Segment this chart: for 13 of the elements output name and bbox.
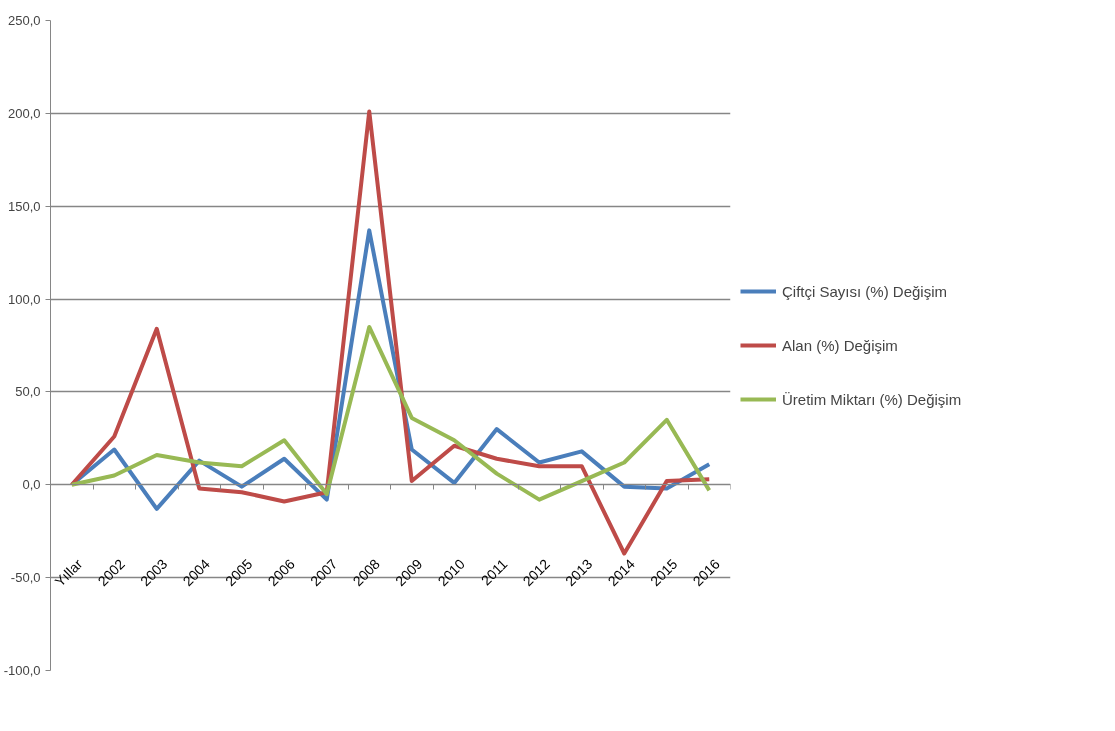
y-tick-label: -50,0 bbox=[10, 570, 41, 586]
y-tick-label: 200,0 bbox=[7, 105, 41, 121]
line-series bbox=[69, 109, 712, 556]
y-tick-label: 0,0 bbox=[22, 477, 41, 493]
y-tick-label: 50,0 bbox=[15, 384, 41, 400]
line-series bbox=[69, 324, 712, 502]
y-tick-label: 150,0 bbox=[7, 198, 41, 214]
legend-label: Üretim Miktarı (%) Değişim bbox=[782, 390, 962, 408]
y-tick-label: -100,0 bbox=[3, 663, 41, 678]
legend-label: Alan (%) Değişim bbox=[782, 336, 898, 354]
legend-label: Çiftçi Sayısı (%) Değişim bbox=[782, 282, 948, 300]
y-tick-label: 250,0 bbox=[7, 13, 41, 28]
y-tick-label: 100,0 bbox=[7, 291, 41, 307]
